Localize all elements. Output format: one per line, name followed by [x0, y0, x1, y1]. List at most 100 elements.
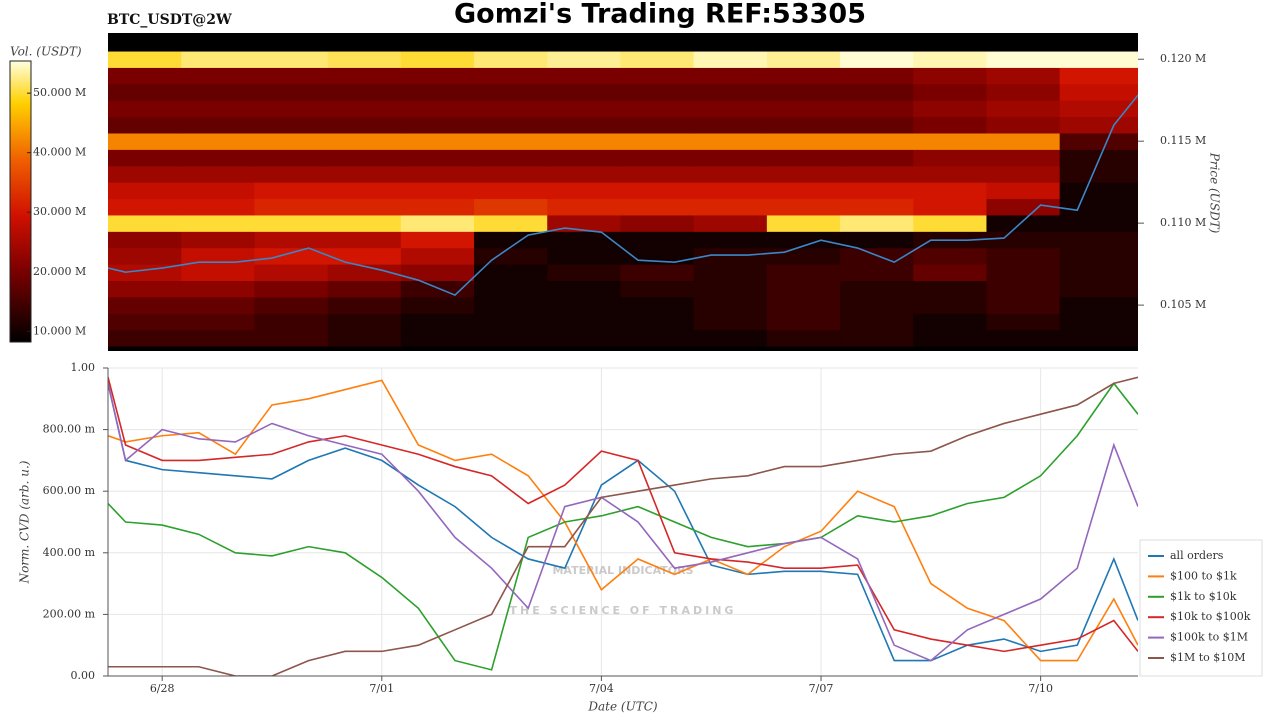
y-tick-label: 600.00 m: [43, 484, 96, 497]
heatmap-cell: [766, 329, 841, 347]
heatmap-cell: [620, 329, 695, 347]
heatmap-cell: [181, 198, 255, 216]
heatmap-cell: [693, 165, 768, 183]
heatmap-cell: [986, 231, 1061, 249]
heatmap-cell: [693, 51, 768, 68]
heatmap-cell: [474, 264, 548, 282]
heatmap-cell: [1059, 100, 1138, 118]
heatmap-cell: [693, 214, 768, 232]
heatmap-cell: [400, 247, 475, 265]
series-line: [108, 376, 1138, 676]
heatmap-cell: [693, 198, 768, 216]
heatmap-cell: [108, 313, 182, 331]
heatmap-cell: [254, 247, 329, 265]
heatmap-cell: [400, 34, 475, 52]
heatmap-cell: [1059, 51, 1138, 68]
heatmap-cell: [400, 67, 475, 85]
legend: [1139, 539, 1263, 677]
heatmap-cell: [108, 132, 182, 150]
heatmap-cell: [620, 214, 695, 232]
heatmap-cell: [986, 132, 1061, 150]
heatmap-cell: [1059, 329, 1138, 347]
heatmap-cell: [108, 247, 182, 265]
heatmap-cell: [254, 329, 329, 347]
heatmap-cell: [547, 51, 621, 68]
heatmap-cell: [254, 182, 329, 200]
heatmap: [108, 34, 1138, 347]
heatmap-cell: [254, 214, 329, 232]
heatmap-cell: [400, 51, 475, 68]
heatmap-cell: [1059, 198, 1138, 216]
heatmap-cell: [620, 116, 695, 134]
heatmap-cell: [693, 34, 768, 52]
heatmap-cell: [1059, 182, 1138, 200]
heatmap-cell: [108, 67, 182, 85]
heatmap-cell: [693, 132, 768, 150]
heatmap-cell: [840, 313, 914, 331]
colorbar-tick-label: 30.000 M: [33, 205, 86, 218]
heatmap-cell: [913, 313, 987, 331]
heatmap-cell: [1059, 231, 1138, 249]
heatmap-cell: [254, 165, 329, 183]
heatmap-cell: [400, 132, 475, 150]
heatmap-cell: [913, 51, 987, 68]
heatmap-cell: [693, 231, 768, 249]
plot-area: [108, 368, 1138, 676]
heatmap-cell: [766, 51, 841, 68]
series-line: [108, 379, 1138, 662]
heatmap-cell: [254, 116, 329, 134]
heatmap-cell: [840, 264, 914, 282]
heatmap-cell: [474, 67, 548, 85]
heatmap-cell: [327, 116, 402, 134]
y-axis-label: Norm. CVD (arb. u.): [18, 460, 32, 584]
heatmap-cell: [693, 83, 768, 101]
heatmap-cell: [327, 132, 402, 150]
heatmap-cell: [400, 264, 475, 282]
heatmap-cell: [620, 313, 695, 331]
heatmap-cell: [766, 100, 841, 118]
heatmap-cell: [181, 100, 255, 118]
colorbar-tick-label: 10.000 M: [33, 324, 86, 337]
y-tick-label: 0.110 M: [1160, 216, 1206, 229]
heatmap-cell: [693, 149, 768, 167]
heatmap-cell: [1059, 247, 1138, 265]
heatmap-cell: [254, 296, 329, 314]
legend-label: $1M to $10M: [1170, 651, 1246, 664]
heatmap-cell: [400, 198, 475, 216]
heatmap-cell: [254, 280, 329, 298]
heatmap-cell: [474, 132, 548, 150]
heatmap-cell: [840, 67, 914, 85]
heatmap-cell: [620, 132, 695, 150]
heatmap-cell: [327, 51, 402, 68]
heatmap-cell: [766, 231, 841, 249]
heatmap-cell: [327, 149, 402, 167]
heatmap-cell: [108, 296, 182, 314]
heatmap-cell: [766, 247, 841, 265]
heatmap-cell: [474, 116, 548, 134]
heatmap-cell: [766, 214, 841, 232]
heatmap-cell: [181, 132, 255, 150]
heatmap-cell: [327, 182, 402, 200]
heatmap-cell: [840, 51, 914, 68]
price-line: [108, 94, 1138, 297]
heatmap-cell: [474, 296, 548, 314]
heatmap-cell: [254, 132, 329, 150]
heatmap-cell: [693, 67, 768, 85]
heatmap-cell: [693, 280, 768, 298]
heatmap-cell: [108, 34, 182, 52]
heatmap-cell: [547, 231, 621, 249]
heatmap-cell: [400, 182, 475, 200]
heatmap-cell: [766, 280, 841, 298]
heatmap-cell: [254, 313, 329, 331]
heatmap-cell: [1059, 313, 1138, 331]
heatmap-cell: [913, 214, 987, 232]
heatmap-cell: [913, 132, 987, 150]
heatmap-cell: [181, 329, 255, 347]
heatmap-cell: [474, 313, 548, 331]
heatmap-cell: [108, 51, 182, 68]
y-tick-label: 0.120 M: [1160, 52, 1206, 65]
heatmap-cell: [474, 51, 548, 68]
heatmap-cell: [986, 280, 1061, 298]
heatmap-cell: [108, 329, 182, 347]
